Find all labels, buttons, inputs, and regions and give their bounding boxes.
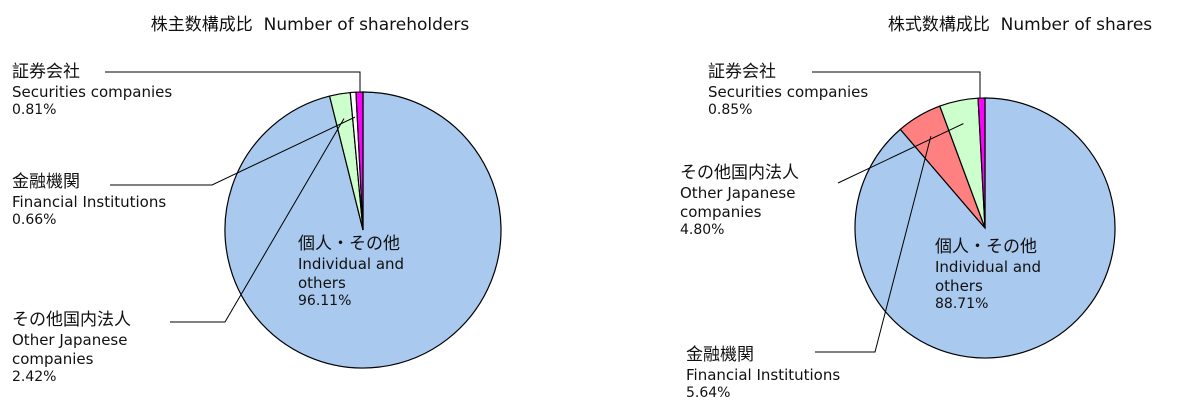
pie-slice — [854, 97, 1116, 359]
label-percent: 0.66% — [12, 212, 57, 228]
leader-line — [170, 118, 345, 323]
label-ja: その他国内法人 — [12, 310, 131, 330]
label-en: Other Japanese companies — [680, 184, 796, 221]
label-percent: 96.11% — [298, 292, 352, 309]
leader-line — [105, 71, 361, 92]
slice-label: 証券会社 Securities companies 0.81% — [12, 62, 212, 120]
leader-line — [837, 123, 964, 184]
label-percent: 0.81% — [12, 102, 57, 118]
label-ja: 個人・その他 — [935, 237, 1037, 257]
slice-label: 個人・その他 Individual and others 96.11% — [298, 234, 418, 310]
label-percent: 0.85% — [708, 102, 753, 118]
label-en: Individual and others — [935, 258, 1042, 295]
leader-line — [812, 71, 981, 98]
label-en: Individual and others — [298, 255, 405, 292]
label-ja: 証券会社 — [708, 62, 776, 82]
label-ja: 金融機関 — [686, 345, 754, 365]
slice-label: 金融機関 Financial Institutions 0.66% — [12, 172, 232, 230]
slice-label: 証券会社 Securities companies 0.85% — [708, 62, 908, 120]
pie-slice — [355, 91, 364, 231]
chart-title: 株式数構成比 Number of shares — [887, 15, 1153, 35]
pie-slice — [977, 97, 986, 229]
label-en: Securities companies — [708, 83, 869, 102]
label-ja: その他国内法人 — [680, 163, 799, 183]
slice-label: 金融機関 Financial Institutions 5.64% — [686, 345, 906, 403]
slice-label: その他国内法人 Other Japanese companies 4.80% — [680, 163, 830, 239]
label-ja: 金融機関 — [12, 172, 80, 192]
label-en: Financial Institutions — [12, 193, 167, 212]
leader-line — [815, 136, 932, 353]
label-percent: 4.80% — [680, 221, 725, 238]
slice-label: その他国内法人 Other Japanese companies 2.42% — [12, 310, 192, 386]
label-en: Financial Institutions — [686, 366, 841, 385]
label-en: Securities companies — [12, 83, 173, 102]
label-ja: 個人・その他 — [298, 234, 400, 254]
label-ja: 証券会社 — [12, 62, 80, 82]
label-percent: 5.64% — [686, 385, 731, 401]
label-percent: 2.42% — [12, 368, 57, 385]
chart-title: 株主数構成比 Number of shareholders — [150, 15, 470, 35]
slice-label: 個人・その他 Individual and others 88.71% — [935, 237, 1055, 313]
label-en: Other Japanese companies — [12, 331, 128, 368]
leader-line — [110, 116, 356, 186]
label-percent: 88.71% — [935, 295, 989, 312]
